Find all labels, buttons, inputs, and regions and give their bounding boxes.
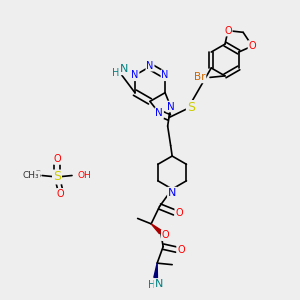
Text: N: N xyxy=(161,70,169,80)
Text: N: N xyxy=(146,61,154,71)
Text: N: N xyxy=(120,64,128,74)
Text: N: N xyxy=(168,188,176,198)
Text: O: O xyxy=(162,230,170,240)
Text: O: O xyxy=(248,41,256,51)
Text: N: N xyxy=(167,102,175,112)
Polygon shape xyxy=(151,224,162,234)
Text: N: N xyxy=(155,108,163,118)
Text: S: S xyxy=(53,170,61,184)
Text: Br: Br xyxy=(194,72,206,82)
Text: S: S xyxy=(34,170,40,181)
Text: OH: OH xyxy=(77,171,91,180)
Text: O: O xyxy=(54,154,61,164)
Text: N: N xyxy=(154,279,163,289)
Text: N: N xyxy=(131,70,139,80)
Text: O: O xyxy=(175,208,183,218)
Text: H: H xyxy=(112,68,120,78)
Polygon shape xyxy=(154,263,158,278)
Text: H: H xyxy=(148,280,156,290)
Text: S: S xyxy=(187,101,195,114)
Text: O: O xyxy=(224,26,232,36)
Text: O: O xyxy=(177,245,185,255)
Text: O: O xyxy=(57,189,64,199)
Text: CH₃: CH₃ xyxy=(23,171,40,180)
